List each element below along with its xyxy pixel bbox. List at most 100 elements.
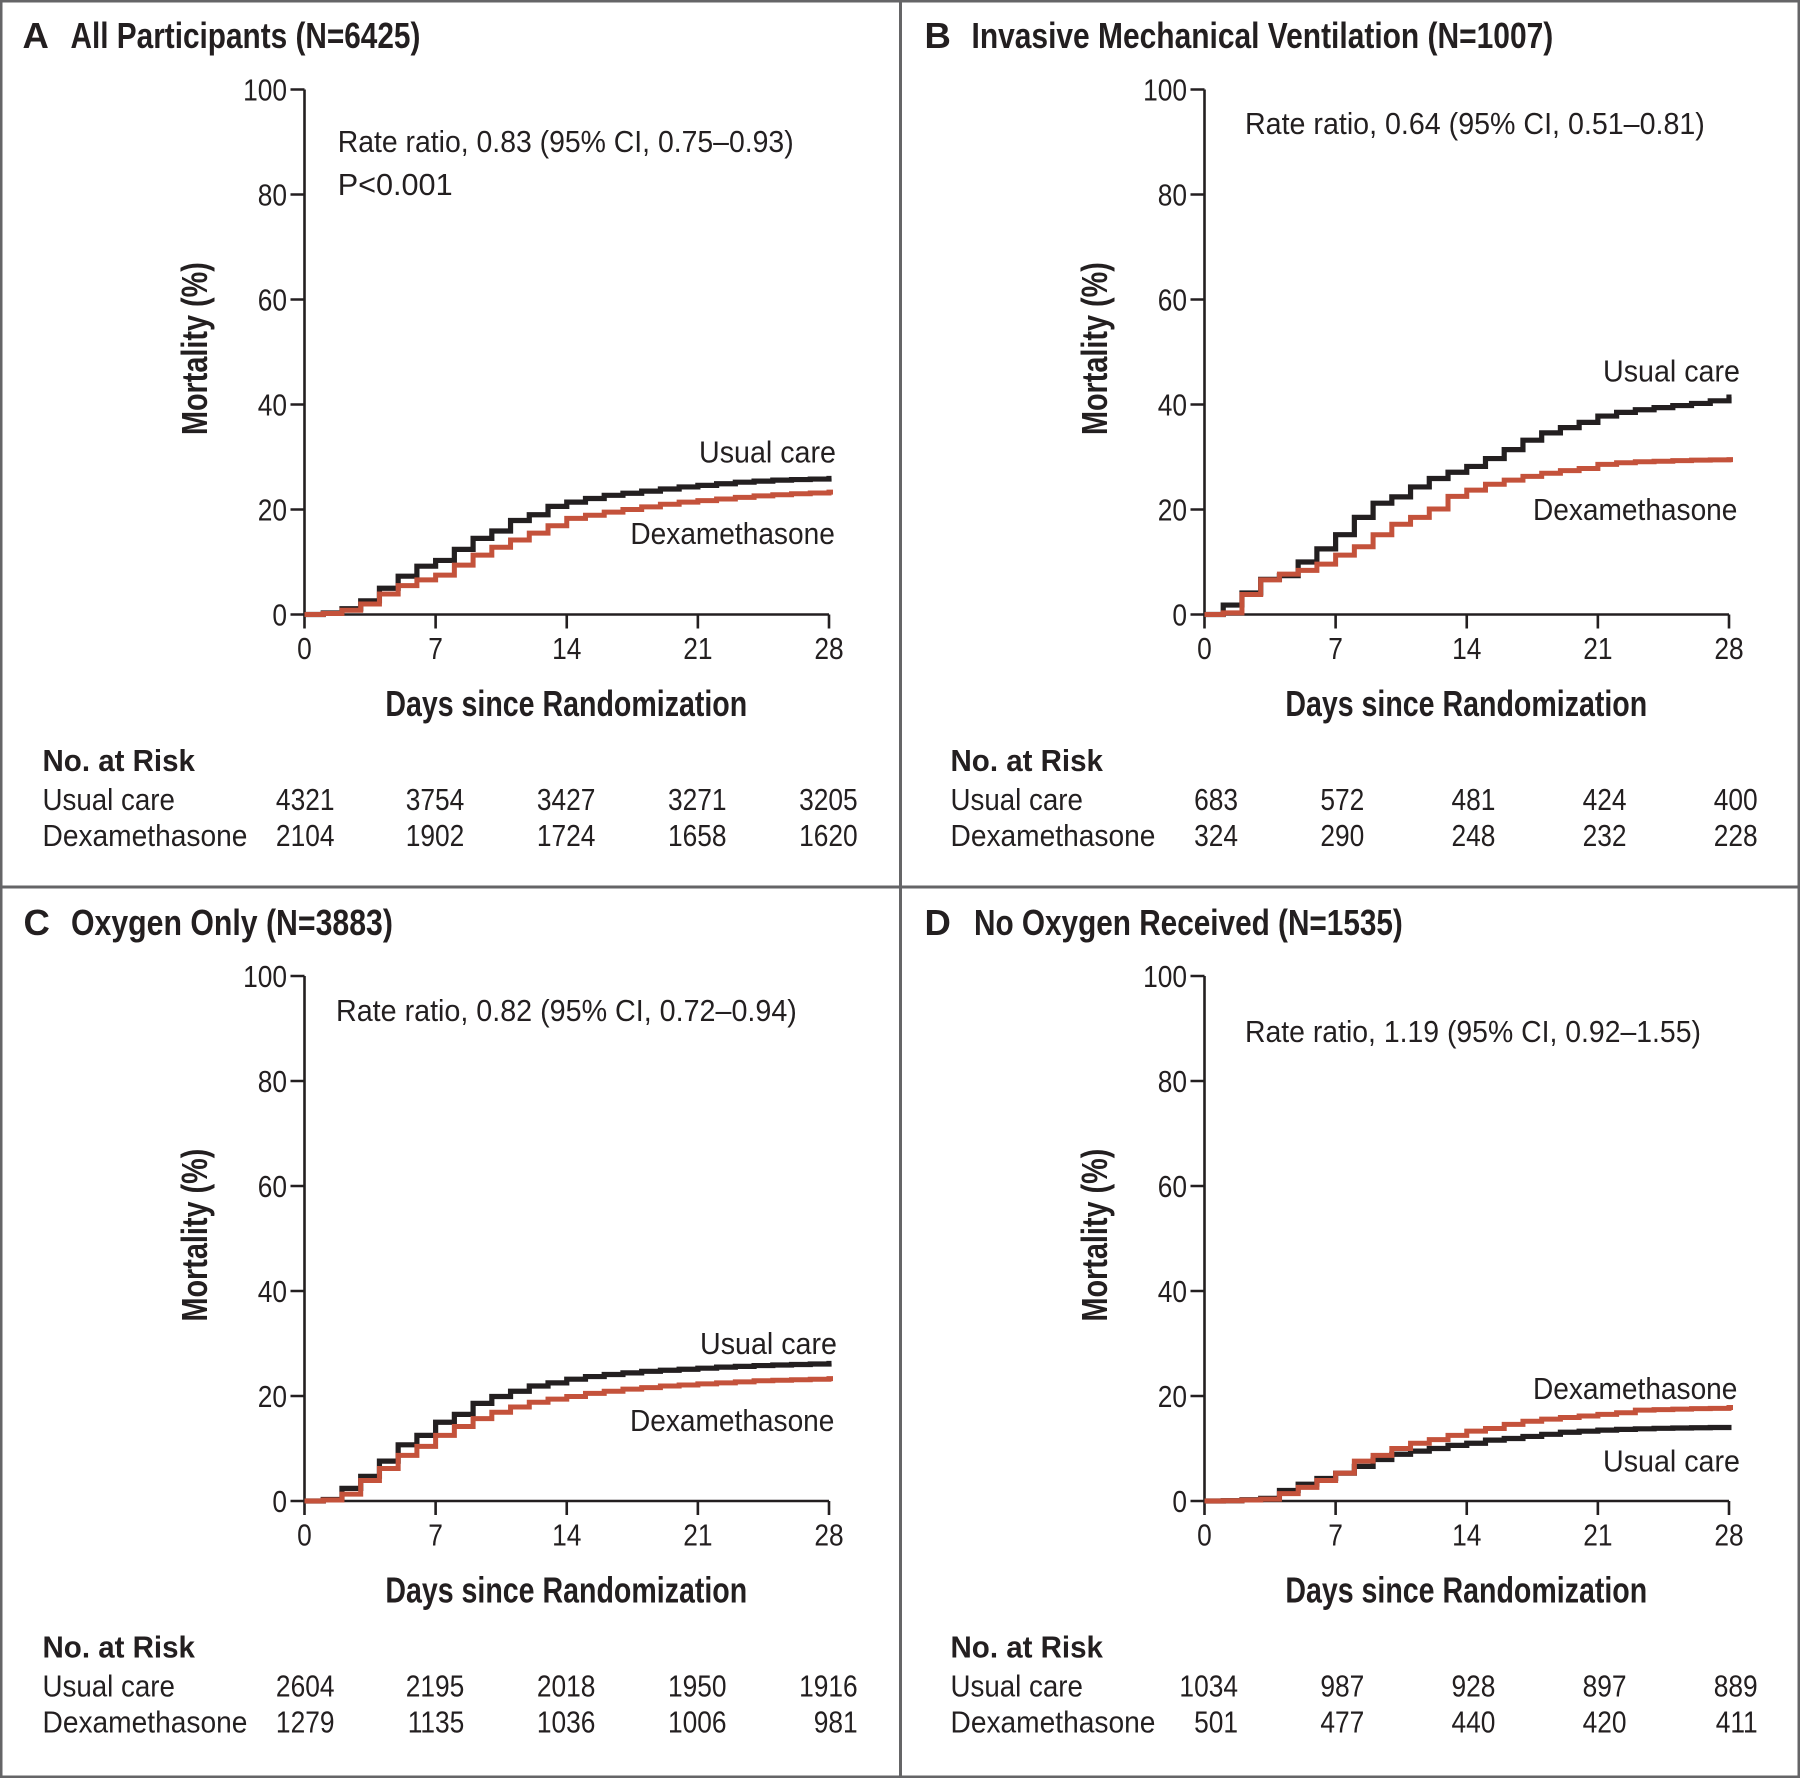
svg-text:897: 897 xyxy=(1583,1670,1627,1704)
svg-text:400: 400 xyxy=(1714,783,1758,817)
svg-text:0: 0 xyxy=(297,632,312,666)
svg-text:Dexamethasone: Dexamethasone xyxy=(630,517,834,552)
svg-text:928: 928 xyxy=(1452,1670,1496,1704)
svg-text:P<0.001: P<0.001 xyxy=(338,167,453,202)
svg-text:Dexamethasone: Dexamethasone xyxy=(630,1404,834,1439)
svg-text:0: 0 xyxy=(1172,599,1187,633)
svg-text:100: 100 xyxy=(1143,74,1187,108)
svg-text:2604: 2604 xyxy=(276,1670,335,1704)
svg-text:3205: 3205 xyxy=(799,783,858,817)
svg-text:20: 20 xyxy=(1158,1380,1187,1414)
svg-text:Dexamethasone: Dexamethasone xyxy=(1533,1372,1737,1407)
svg-text:Mortality (%): Mortality (%) xyxy=(174,1149,215,1322)
svg-text:Days since Randomization: Days since Randomization xyxy=(385,1569,747,1610)
svg-text:80: 80 xyxy=(258,1065,287,1099)
svg-text:Days since Randomization: Days since Randomization xyxy=(1285,1569,1647,1610)
svg-text:987: 987 xyxy=(1320,1670,1364,1704)
svg-text:40: 40 xyxy=(258,389,287,423)
svg-text:1724: 1724 xyxy=(537,819,596,853)
svg-text:100: 100 xyxy=(1143,960,1187,994)
svg-text:100: 100 xyxy=(243,74,287,108)
svg-text:28: 28 xyxy=(1714,1519,1743,1553)
svg-text:1036: 1036 xyxy=(537,1706,596,1740)
svg-text:80: 80 xyxy=(258,179,287,213)
svg-text:2104: 2104 xyxy=(276,819,335,853)
svg-text:1950: 1950 xyxy=(668,1670,727,1704)
svg-text:232: 232 xyxy=(1583,819,1627,853)
svg-text:290: 290 xyxy=(1320,819,1364,853)
svg-text:60: 60 xyxy=(258,284,287,318)
svg-text:Days since Randomization: Days since Randomization xyxy=(385,683,747,724)
svg-text:572: 572 xyxy=(1320,783,1364,817)
svg-text:7: 7 xyxy=(428,632,443,666)
svg-text:20: 20 xyxy=(258,1380,287,1414)
svg-text:683: 683 xyxy=(1194,783,1238,817)
svg-text:Dexamethasone: Dexamethasone xyxy=(1533,493,1737,528)
svg-text:21: 21 xyxy=(1583,1519,1612,1553)
svg-text:20: 20 xyxy=(1158,494,1187,528)
svg-text:4321: 4321 xyxy=(276,783,335,817)
svg-text:28: 28 xyxy=(814,1519,843,1553)
svg-text:No. at Risk: No. at Risk xyxy=(43,744,196,778)
svg-text:No. at Risk: No. at Risk xyxy=(951,744,1104,778)
svg-text:481: 481 xyxy=(1452,783,1496,817)
svg-text:501: 501 xyxy=(1194,1706,1238,1740)
svg-text:1620: 1620 xyxy=(799,819,858,853)
svg-text:Usual care: Usual care xyxy=(700,1327,837,1361)
svg-text:0: 0 xyxy=(1197,632,1212,666)
svg-text:7: 7 xyxy=(428,1519,443,1553)
svg-text:1916: 1916 xyxy=(799,1670,858,1704)
svg-text:228: 228 xyxy=(1714,819,1758,853)
svg-text:D: D xyxy=(925,902,951,943)
svg-text:28: 28 xyxy=(1714,632,1743,666)
svg-text:1006: 1006 xyxy=(668,1706,727,1740)
svg-text:411: 411 xyxy=(1716,1706,1758,1740)
svg-text:14: 14 xyxy=(552,1519,581,1553)
svg-text:80: 80 xyxy=(1158,1065,1187,1099)
svg-text:14: 14 xyxy=(1452,1519,1481,1553)
svg-text:Dexamethasone: Dexamethasone xyxy=(43,1705,248,1740)
svg-text:100: 100 xyxy=(243,960,287,994)
svg-text:21: 21 xyxy=(1583,632,1612,666)
svg-text:C: C xyxy=(24,902,50,943)
svg-text:Rate ratio, 0.82 (95% CI, 0.72: Rate ratio, 0.82 (95% CI, 0.72–0.94) xyxy=(336,994,797,1028)
svg-text:0: 0 xyxy=(1197,1519,1212,1553)
svg-text:Oxygen Only (N=3883): Oxygen Only (N=3883) xyxy=(71,903,393,943)
svg-text:Rate ratio, 0.64 (95% CI, 0.51: Rate ratio, 0.64 (95% CI, 0.51–0.81) xyxy=(1245,107,1705,141)
svg-text:28: 28 xyxy=(814,632,843,666)
svg-text:Mortality (%): Mortality (%) xyxy=(174,262,215,435)
svg-text:14: 14 xyxy=(1452,632,1481,666)
svg-text:420: 420 xyxy=(1583,1706,1627,1740)
svg-text:A: A xyxy=(23,15,49,56)
svg-text:0: 0 xyxy=(1172,1485,1187,1519)
svg-text:60: 60 xyxy=(1158,284,1187,318)
svg-text:Rate ratio, 1.19 (95% CI, 0.92: Rate ratio, 1.19 (95% CI, 0.92–1.55) xyxy=(1245,1015,1701,1049)
svg-text:Mortality (%): Mortality (%) xyxy=(1074,1149,1115,1322)
svg-text:477: 477 xyxy=(1320,1706,1364,1740)
svg-text:21: 21 xyxy=(683,1519,712,1553)
svg-text:Usual care: Usual care xyxy=(43,783,175,818)
svg-text:1658: 1658 xyxy=(668,819,727,853)
svg-text:7: 7 xyxy=(1328,1519,1343,1553)
svg-text:981: 981 xyxy=(814,1706,858,1740)
svg-text:Usual care: Usual care xyxy=(699,436,836,470)
svg-text:Dexamethasone: Dexamethasone xyxy=(951,1705,1156,1740)
svg-text:21: 21 xyxy=(683,632,712,666)
svg-text:1279: 1279 xyxy=(276,1706,335,1740)
svg-text:2018: 2018 xyxy=(537,1670,596,1704)
svg-text:80: 80 xyxy=(1158,179,1187,213)
svg-text:Rate ratio, 0.83 (95% CI, 0.75: Rate ratio, 0.83 (95% CI, 0.75–0.93) xyxy=(338,125,794,159)
svg-text:No. at Risk: No. at Risk xyxy=(43,1631,196,1665)
svg-text:Invasive Mechanical Ventilatio: Invasive Mechanical Ventilation (N=1007) xyxy=(972,16,1554,56)
svg-text:20: 20 xyxy=(258,494,287,528)
svg-text:Usual care: Usual care xyxy=(43,1669,175,1704)
svg-text:60: 60 xyxy=(1158,1170,1187,1204)
svg-text:0: 0 xyxy=(272,1485,287,1519)
svg-text:324: 324 xyxy=(1194,819,1238,853)
svg-text:No. at Risk: No. at Risk xyxy=(951,1631,1104,1665)
svg-text:B: B xyxy=(925,15,951,56)
svg-text:40: 40 xyxy=(258,1275,287,1309)
svg-text:Days since Randomization: Days since Randomization xyxy=(1285,683,1647,724)
svg-text:0: 0 xyxy=(297,1519,312,1553)
svg-text:0: 0 xyxy=(272,599,287,633)
